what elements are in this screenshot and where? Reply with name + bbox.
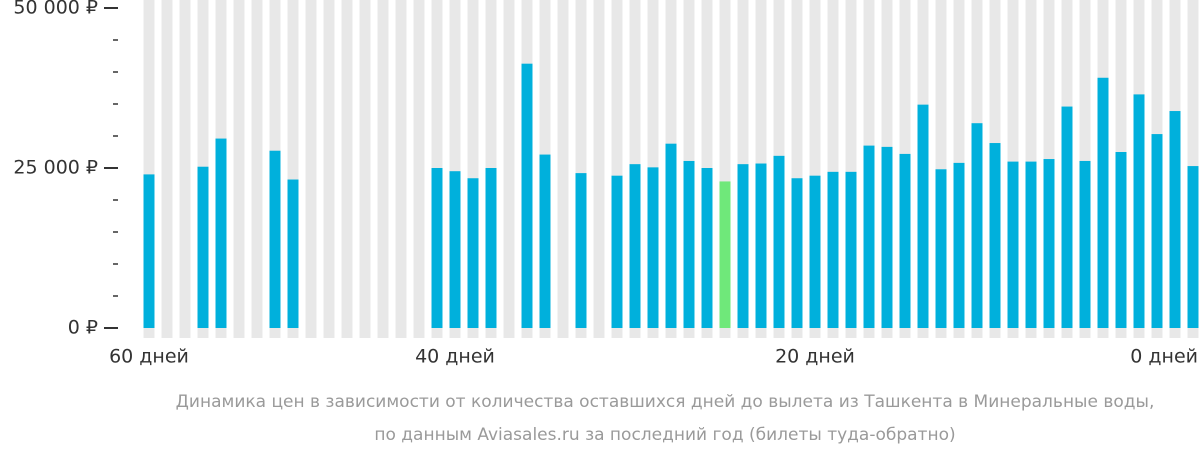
column-background [305,0,317,338]
bar [665,143,677,328]
x-tick-label: 20 дней [775,346,855,368]
column-background [395,0,407,338]
column-background [179,0,191,338]
bar [827,171,839,328]
column-background [323,0,335,338]
column-background [233,0,245,338]
column-background [251,0,263,338]
column-background [809,0,821,338]
bar [1007,161,1019,328]
bar [215,138,227,328]
column-background [341,0,353,338]
bar [521,63,533,329]
bar [935,169,947,328]
bar [719,181,731,328]
column-background [161,0,173,338]
bar [755,163,767,328]
bar [1151,134,1163,328]
bar [1079,160,1091,328]
bar [701,168,713,328]
column-background [377,0,389,338]
bar [1025,161,1037,328]
bar [791,178,803,328]
column-background [935,0,947,338]
bar [953,162,965,328]
bar [629,164,641,328]
bar [773,155,785,328]
column-background [557,0,569,338]
y-tick-label: 25 000 ₽ [13,157,98,179]
bar [917,104,929,328]
bar [863,145,875,328]
bar [1115,152,1127,328]
bar [539,154,551,328]
bar [1169,111,1181,328]
bar [143,174,155,328]
bar [1133,94,1145,329]
bar [1187,166,1199,328]
column-background [467,0,479,338]
bar [1043,159,1055,328]
bar [269,150,281,328]
caption: по данным Aviasales.ru за последний год … [374,425,955,445]
column-background [611,0,623,338]
bar [881,146,893,328]
column-background [143,0,155,338]
column-background [287,0,299,338]
column-background [845,0,857,338]
bar [971,123,983,328]
x-tick-label: 40 дней [415,346,495,368]
y-tick-label: 0 ₽ [68,317,98,339]
bar [575,173,587,328]
bar [737,164,749,328]
column-background [575,0,587,338]
bar [989,143,1001,328]
bar [485,168,497,328]
column-background [503,0,515,338]
column-background [593,0,605,338]
bar [611,175,623,328]
x-tick-label: 60 дней [109,346,189,368]
column-background [449,0,461,338]
column-background [413,0,425,338]
y-tick-label: 50 000 ₽ [13,0,98,19]
bar [1097,77,1109,328]
bar [287,179,299,328]
column-background [719,0,731,338]
bar [647,167,659,328]
bar [809,175,821,328]
bar [845,171,857,328]
bar [467,178,479,328]
x-tick-label: 0 дней [1130,346,1198,368]
column-background [827,0,839,338]
bar [197,166,209,328]
bar [683,160,695,328]
bar [1061,106,1073,328]
bar [431,168,443,328]
bar [899,153,911,328]
caption: Динамика цен в зависимости от количества… [176,392,1155,412]
column-background [791,0,803,338]
bar [449,171,461,328]
column-background [359,0,371,338]
